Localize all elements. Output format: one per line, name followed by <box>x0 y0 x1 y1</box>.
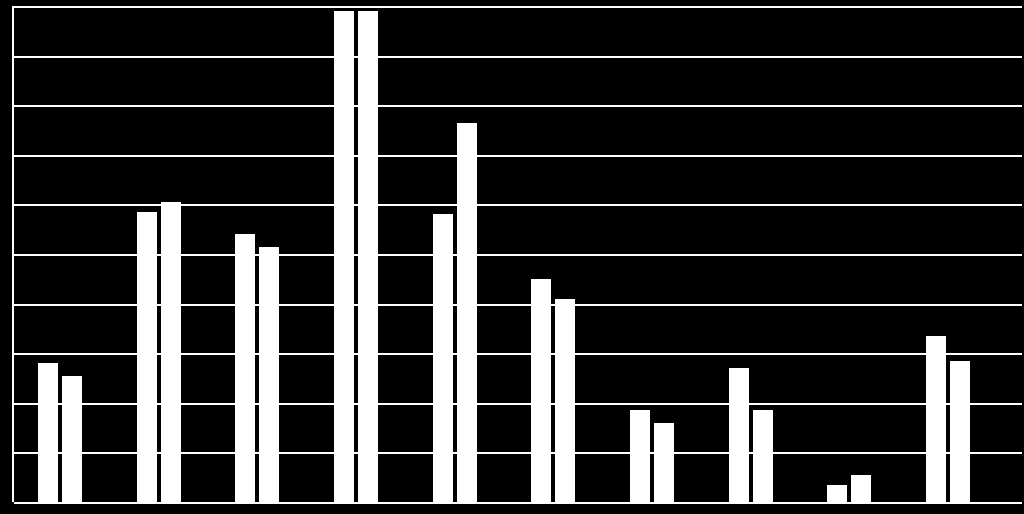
x-axis-line <box>14 502 1022 504</box>
bar <box>654 423 674 502</box>
bar <box>38 363 58 502</box>
bar-chart <box>0 0 1024 514</box>
bar <box>358 11 378 502</box>
gridline <box>14 105 1022 107</box>
bar <box>62 376 82 502</box>
bar <box>753 410 773 502</box>
bar <box>950 361 970 502</box>
bar <box>457 123 477 502</box>
bar <box>827 485 847 502</box>
gridline <box>14 155 1022 157</box>
bar <box>433 214 453 502</box>
gridline <box>14 6 1022 8</box>
bar <box>259 247 279 502</box>
bar <box>555 299 575 502</box>
bar <box>630 410 650 502</box>
bar <box>137 212 157 502</box>
bar <box>851 475 871 502</box>
bar <box>729 368 749 502</box>
bar <box>161 202 181 502</box>
bar <box>334 11 354 502</box>
bar <box>926 336 946 502</box>
bar <box>235 234 255 502</box>
gridline <box>14 56 1022 58</box>
bar <box>531 279 551 502</box>
